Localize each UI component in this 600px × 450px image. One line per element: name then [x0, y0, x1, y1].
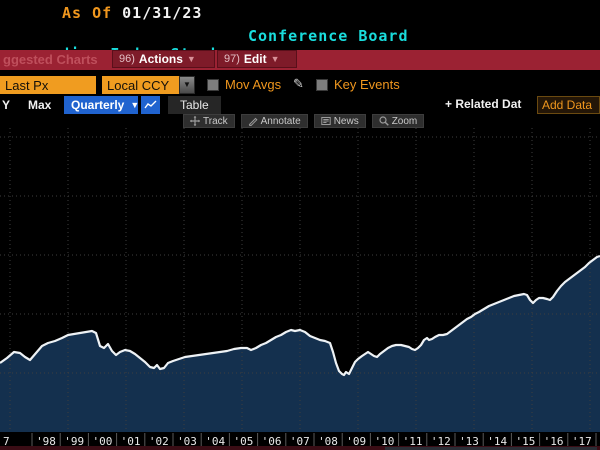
- pencil-icon[interactable]: ✎: [293, 77, 304, 92]
- x-axis-label: '14: [487, 435, 507, 448]
- x-axis-label: '06: [262, 435, 282, 448]
- x-axis-label: '17: [572, 435, 592, 448]
- add-data-input[interactable]: Add Data: [537, 96, 600, 114]
- bottom-bar: [0, 446, 600, 450]
- chevron-down-icon: ▼: [270, 54, 280, 64]
- price-area-chart[interactable]: 7 '98 '99 '00 '01 '02 '03 '04 '05 '06 '07 '08 '09 '10…: [0, 128, 600, 450]
- x-axis-band: [0, 432, 600, 450]
- mov-avgs-checkbox[interactable]: [207, 79, 219, 91]
- actions-menu-button[interactable]: 96) Actions ▼: [112, 50, 215, 68]
- range-bar: Y Max Quarterly ▼ Table + Related Dat Ad…: [0, 96, 600, 114]
- related-data-label[interactable]: + Related Dat: [445, 97, 522, 111]
- price-field-selector[interactable]: Last Px: [0, 76, 96, 94]
- x-axis-label: '99: [64, 435, 84, 448]
- chart-type-button[interactable]: [141, 96, 160, 114]
- news-label: News: [333, 115, 359, 127]
- x-axis-label: '11: [403, 435, 423, 448]
- track-label: Track: [203, 115, 228, 127]
- currency-field-selector[interactable]: Local CCY: [102, 76, 179, 94]
- field-bar: Last Px Local CCY ▼ Mov Avgs ✎ Key Event…: [0, 76, 600, 95]
- edit-shortcut: 97): [224, 53, 240, 65]
- x-axis-label: '05: [233, 435, 253, 448]
- x-axis-label: '07: [290, 435, 310, 448]
- x-axis-label: '04: [205, 435, 225, 448]
- key-events-label[interactable]: Key Events: [334, 77, 400, 92]
- key-events-checkbox[interactable]: [316, 79, 328, 91]
- x-axis-label: '13: [459, 435, 479, 448]
- actions-label: Actions: [138, 52, 183, 66]
- edit-menu-button[interactable]: 97) Edit ▼: [217, 50, 297, 68]
- menu-bar: ggested Charts 96) Actions ▼ 97) Edit ▼: [0, 50, 600, 70]
- as-of-label: As Of: [62, 4, 113, 22]
- chevron-down-icon: ▼: [186, 54, 196, 64]
- range-tab-max[interactable]: Max: [28, 98, 52, 112]
- annotate-label: Annotate: [260, 115, 301, 127]
- pencil-icon: [248, 117, 258, 126]
- x-axis-label: '09: [346, 435, 366, 448]
- zoom-label: Zoom: [391, 115, 418, 127]
- news-icon: [320, 117, 331, 125]
- as-of-row: As Of 01/31/23: [62, 4, 202, 22]
- x-axis-label: '08: [318, 435, 338, 448]
- x-axis-label: '12: [431, 435, 451, 448]
- mov-avgs-label[interactable]: Mov Avgs: [225, 77, 282, 92]
- line-chart-icon: [144, 100, 157, 109]
- chart-toolbar: Track Annotate News Zoom: [183, 114, 425, 128]
- x-axis-label: '00: [92, 435, 112, 448]
- range-tab-partial[interactable]: Y: [2, 98, 11, 112]
- track-crosshair-icon: [190, 116, 200, 126]
- as-of-date: 01/31/23: [122, 4, 203, 22]
- x-axis-label: 7: [3, 435, 10, 448]
- price-line: [0, 254, 600, 377]
- zoom-button[interactable]: Zoom: [371, 114, 425, 128]
- suggested-charts-label[interactable]: ggested Charts: [3, 52, 98, 67]
- annotate-button[interactable]: Annotate: [240, 114, 308, 128]
- x-axis-label: '03: [177, 435, 197, 448]
- horizontal-scrollbar[interactable]: [385, 447, 597, 450]
- chevron-down-icon: ▼: [130, 100, 140, 110]
- news-button[interactable]: News: [313, 114, 366, 128]
- x-axis-label: '02: [149, 435, 169, 448]
- x-axis-label: '01: [121, 435, 141, 448]
- currency-dropdown-button[interactable]: ▼: [179, 76, 195, 94]
- security-source: Conference Board: [248, 27, 409, 45]
- x-axis-label: '16: [544, 435, 564, 448]
- x-axis-label: '10: [374, 435, 394, 448]
- magnifier-icon: [379, 116, 389, 126]
- x-axis-label: '98: [36, 435, 56, 448]
- table-button[interactable]: Table: [168, 96, 221, 114]
- x-axis-label: '15: [515, 435, 535, 448]
- edit-label: Edit: [243, 52, 267, 66]
- period-selector[interactable]: Quarterly ▼: [64, 96, 140, 114]
- track-button[interactable]: Track: [183, 114, 235, 128]
- period-label: Quarterly: [71, 98, 125, 112]
- actions-shortcut: 96): [119, 53, 135, 65]
